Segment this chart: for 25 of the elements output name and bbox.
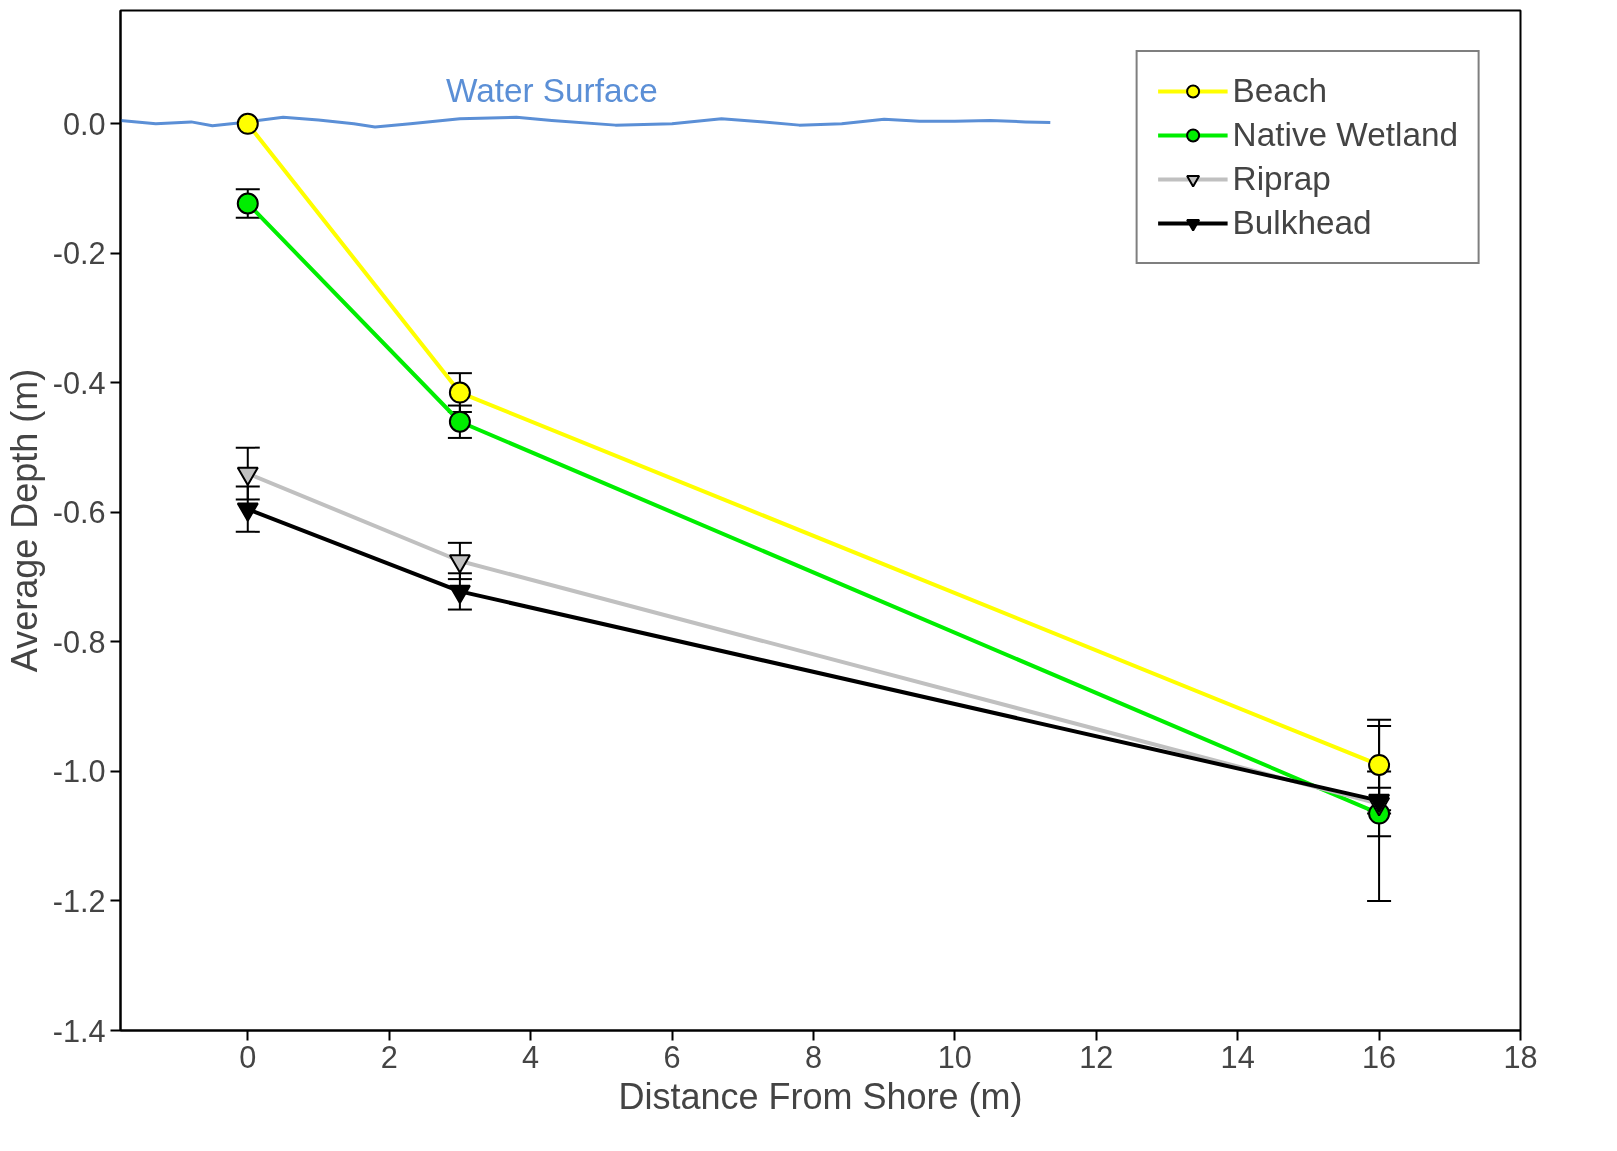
y-axis-title: Average Depth (m): [3, 368, 45, 673]
x-tick-label: 12: [1079, 1039, 1114, 1074]
x-tick-label: 2: [380, 1039, 398, 1074]
y-tick-label: 0.0: [62, 106, 106, 141]
x-tick-label: 0: [239, 1039, 257, 1074]
y-tick-label: -1.0: [52, 754, 106, 789]
y-tick-label: -0.8: [52, 624, 106, 659]
y-tick-label: -0.2: [52, 236, 106, 271]
series-label: Water Surface: [445, 72, 658, 110]
y-tick-label: -0.4: [52, 365, 106, 400]
legend-label: Riprap: [1232, 160, 1331, 198]
y-tick-label: -1.4: [52, 1013, 106, 1048]
x-tick-label: 6: [663, 1039, 681, 1074]
x-axis-title: Distance From Shore (m): [618, 1075, 1023, 1117]
x-tick-label: 16: [1362, 1039, 1397, 1074]
x-tick-label: 18: [1503, 1039, 1538, 1074]
y-tick-label: -1.2: [52, 883, 106, 918]
legend-label: Bulkhead: [1232, 204, 1372, 242]
x-tick-label: 14: [1220, 1039, 1255, 1074]
legend-label: Beach: [1232, 72, 1328, 110]
y-tick-label: -0.6: [52, 495, 106, 530]
x-tick-label: 8: [804, 1039, 822, 1074]
x-tick-label: 4: [522, 1039, 540, 1074]
x-tick-label: 10: [937, 1039, 972, 1074]
legend-label: Native Wetland: [1232, 116, 1458, 154]
